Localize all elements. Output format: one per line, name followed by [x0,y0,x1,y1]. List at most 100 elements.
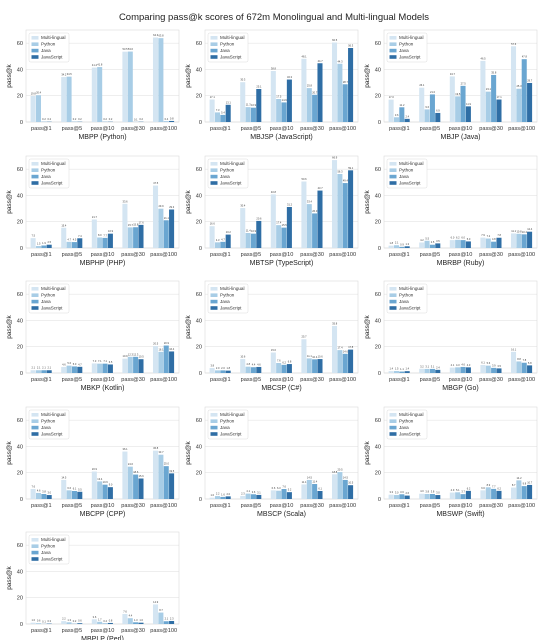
data-label: 21.7 [92,215,98,219]
bar [256,89,262,122]
data-label: 10.9 [251,103,257,107]
bar [122,203,128,248]
legend-entry: Java [41,425,51,430]
bar [97,67,103,122]
y-tick-label: 60 [375,41,381,47]
bar [138,224,144,248]
bar [527,484,533,499]
legend-swatch [210,293,218,297]
bar [460,366,466,373]
bar [66,365,72,373]
legend-entry: Python [220,293,235,298]
legend-box [207,283,249,314]
x-tick-label: pass@100 [508,503,535,509]
data-label: 9.0 [109,483,113,487]
legend-entry: Multi-lingual [41,537,66,542]
bar [152,450,159,499]
data-label: 5.4 [221,110,225,114]
data-label: 11.2 [400,103,405,107]
x-tick-label: pass@5 [241,377,262,383]
bar [331,160,338,248]
bar [102,623,108,624]
data-label: 6.5 [109,360,113,364]
data-label: 0.9 [400,242,404,246]
bar [527,231,533,248]
data-label: 25.1 [256,85,262,89]
bar [301,181,307,248]
legend-entry: JavaScript [41,431,63,436]
data-label: 4.6 [461,362,465,366]
data-label: 0.4 [103,619,107,623]
bar [516,88,522,122]
x-axis-label: MBKP (Kotlin) [81,385,125,392]
legend-entry: Python [399,293,414,298]
x-tick-label: pass@100 [150,628,177,634]
y-tick-label: 0 [378,246,381,252]
data-label: 1.0 [31,618,35,622]
bar [158,612,164,624]
x-tick-label: pass@5 [62,628,83,634]
bar [220,496,226,499]
legend-box [28,32,70,63]
data-label: 8.8 [517,357,521,361]
data-label: 3.6 [395,113,399,117]
y-tick-label: 0 [20,246,23,252]
bar [419,242,425,248]
bar [480,364,486,373]
x-tick-label: pass@100 [150,252,177,258]
legend-swatch [210,419,218,423]
data-label: 10.7 [527,480,533,484]
data-label: 17.8 [348,345,354,349]
x-tick-label: pass@1 [389,377,410,383]
legend-box [28,158,70,189]
data-label: 33.4 [307,200,313,204]
data-label: 46.5 [481,56,487,60]
legend-swatch [389,306,397,310]
data-label: 53.5 [123,47,129,51]
data-label: 6.2 [282,360,286,364]
data-label: 6.6 [481,486,485,490]
data-label: 10.6 [318,355,324,359]
bar [250,494,256,499]
legend-box [386,409,428,440]
x-tick-label: pass@10 [91,126,115,132]
data-label: 35.8 [332,321,338,325]
legend-entry: JavaScript [399,431,421,436]
bar [449,240,455,248]
data-label: 14.5 [307,475,313,479]
bar [435,495,441,499]
legend-swatch [31,432,39,436]
bar [102,484,108,499]
bar [331,474,338,499]
data-label: 25.8 [307,84,313,88]
legend-entry: JavaScript [41,54,63,59]
bar [465,241,471,248]
bar [435,243,441,248]
data-label: 3.5 [497,364,501,368]
data-label: 3.6 [252,490,256,494]
x-tick-label: pass@30 [300,377,324,383]
bar [496,237,502,248]
data-label: 2.1 [48,366,52,370]
x-tick-label: pass@100 [150,377,177,383]
data-label: 3.8 [425,490,429,494]
legend-swatch [210,432,218,436]
bar [491,74,497,122]
data-label: 0.2 [73,619,77,623]
data-label: 6.6 [67,486,71,490]
chart-panel: 0 20 40 60 1.02.2 1.6 2.0 pass@1 2.34.1 3.6 3.1 pas… [185,406,359,518]
y-tick-label: 20 [17,220,23,226]
data-label: 3.1 [431,364,435,368]
bar [516,233,522,248]
y-tick-label: 20 [17,94,23,100]
data-label: 5.5 [425,236,429,240]
y-tick-label: 0 [199,120,202,126]
data-label: 11.1 [307,354,312,358]
bar [480,490,486,499]
